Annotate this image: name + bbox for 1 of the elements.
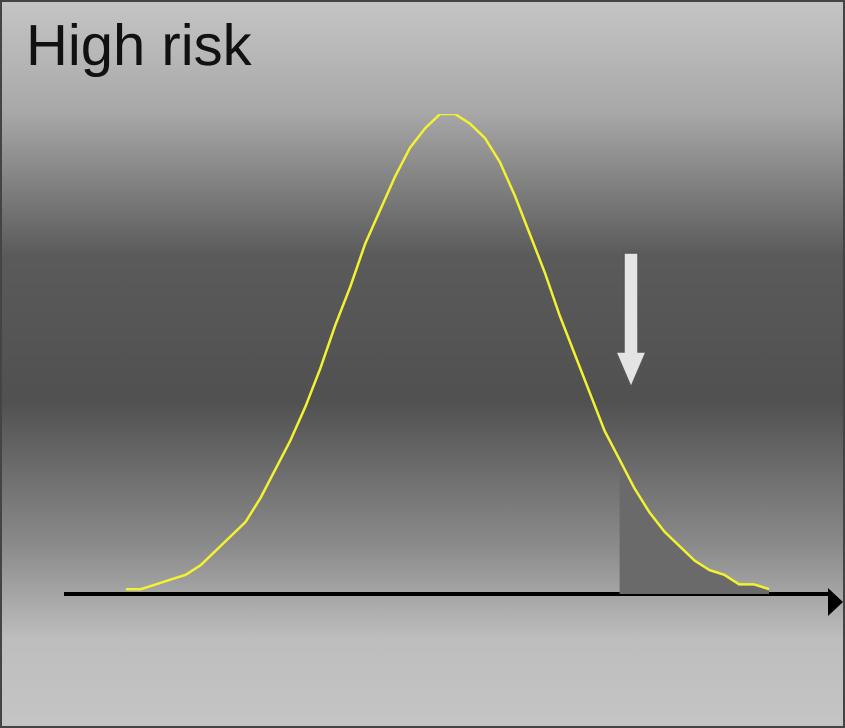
chart-title: High risk	[26, 12, 252, 79]
